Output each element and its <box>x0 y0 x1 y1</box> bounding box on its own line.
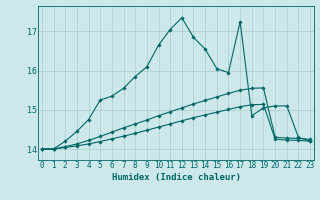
X-axis label: Humidex (Indice chaleur): Humidex (Indice chaleur) <box>111 173 241 182</box>
